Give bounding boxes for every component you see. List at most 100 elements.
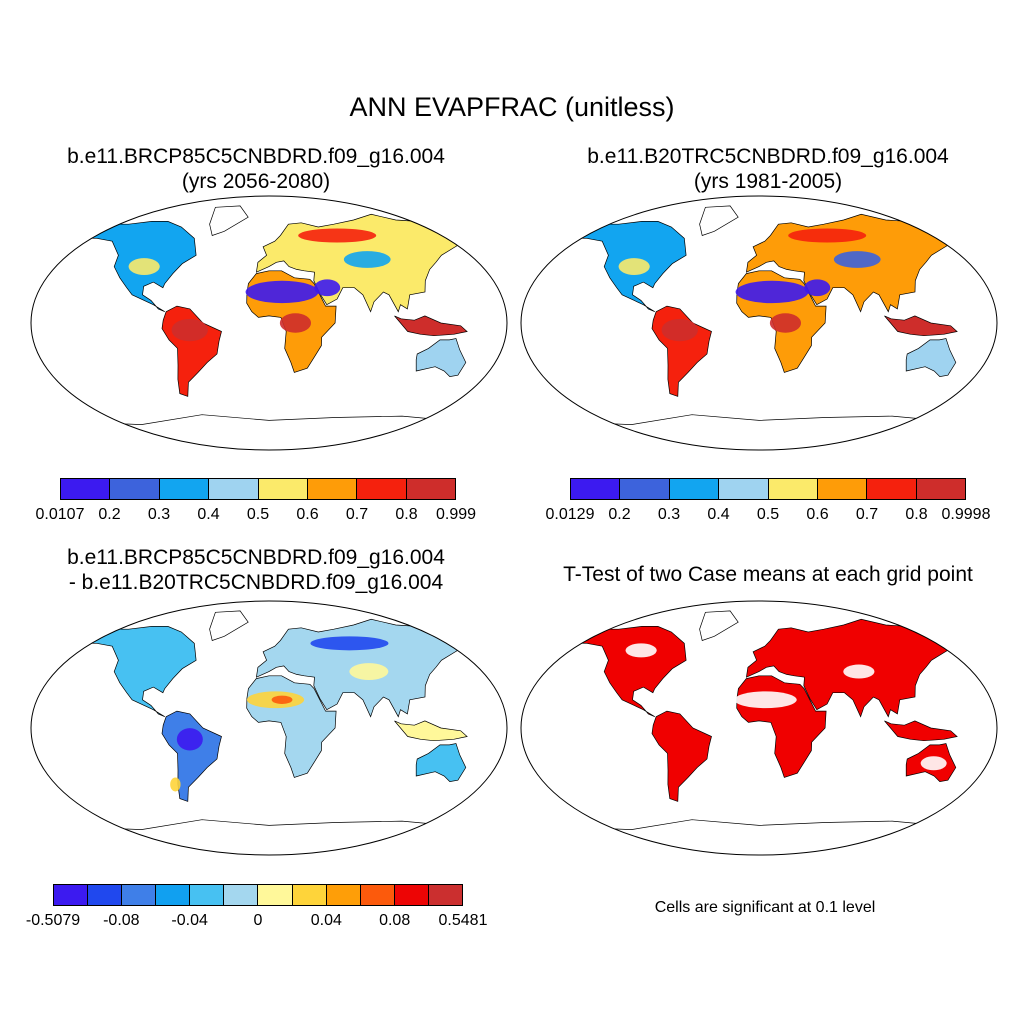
value-region	[343, 251, 391, 268]
cb3-swatch-8	[326, 885, 361, 905]
value-region	[271, 695, 293, 704]
value-region	[176, 728, 203, 751]
cb2-swatch-2	[669, 479, 720, 499]
cb3-swatch-11	[428, 885, 462, 905]
continent-namerica	[568, 626, 687, 718]
colorbar-difference	[53, 884, 463, 906]
cb2-tick-label: 0.9998	[941, 506, 991, 523]
cb1-swatch-5	[307, 479, 358, 499]
continent-greenland	[699, 610, 739, 641]
cb3-swatch-3	[156, 885, 191, 905]
cb1-tick-label: 0.7	[345, 506, 369, 523]
map-border	[520, 195, 998, 451]
continent-greenland	[699, 205, 739, 236]
cb1-swatch-4	[258, 479, 308, 499]
value-region	[735, 280, 809, 304]
cb3-swatch-7	[292, 885, 327, 905]
continent-samerica	[161, 710, 222, 802]
continent-namerica	[78, 626, 197, 718]
continent-australia	[415, 338, 467, 377]
cb3-swatch-5	[224, 885, 259, 905]
continent-greenland	[209, 205, 249, 236]
value-region	[920, 756, 947, 771]
cb1-tick-label: 0.8	[395, 506, 418, 523]
cb2-tick-label: 0.2	[608, 506, 631, 523]
panel2-title: b.e11.B20TRC5CNBDRD.f09_g16.004 (yrs 198…	[512, 144, 1024, 194]
cb2-tick-label: 0.5	[756, 506, 780, 523]
value-region	[769, 313, 802, 333]
cb3-swatch-6	[258, 885, 293, 905]
main-title: ANN EVAPFRAC (unitless)	[349, 92, 675, 122]
value-region	[788, 228, 867, 243]
cb1-swatch-3	[209, 479, 259, 499]
value-region	[310, 636, 389, 651]
cb3-swatch-10	[394, 885, 429, 905]
cb3-tick-label: 0.08	[379, 912, 411, 929]
cb3-tick-label: -0.04	[171, 912, 208, 929]
value-region	[314, 279, 341, 297]
value-region	[128, 258, 160, 275]
cb1-swatch-1	[110, 479, 160, 499]
value-region	[298, 228, 377, 243]
value-region	[843, 664, 875, 679]
continent-indonesia	[884, 720, 958, 742]
cb2-swatch-6	[867, 479, 917, 499]
map-border	[30, 600, 508, 856]
cb3-tick-label: -0.08	[103, 912, 140, 929]
cb3-swatch-9	[360, 885, 395, 905]
cb3-tick-label: 0	[253, 912, 263, 929]
map-difference	[30, 600, 508, 856]
cb3-swatch-2	[122, 885, 157, 905]
cb2-tick-label: 0.7	[855, 506, 879, 523]
colorbar-historical	[570, 478, 966, 500]
cb1-tick-label: 0.2	[98, 506, 121, 523]
significance-note: Cells are significant at 0.1 level	[654, 899, 876, 916]
map-border	[520, 600, 998, 856]
cb1-tick-label: 0.6	[296, 506, 319, 523]
panel1-title-line1: b.e11.BRCP85C5CNBDRD.f09_g16.004	[67, 145, 445, 168]
map-future	[30, 195, 508, 451]
cb3-tick-label: -0.5079	[25, 912, 81, 929]
panel1-title: b.e11.BRCP85C5CNBDRD.f09_g16.004 (yrs 20…	[0, 144, 512, 194]
panel3-title-line2: - b.e11.B20TRC5CNBDRD.f09_g16.004	[68, 571, 444, 594]
cb2-swatch-0	[571, 479, 621, 499]
continent-indonesia	[394, 315, 468, 337]
value-region	[661, 318, 698, 342]
cb2-tick-label: 0.6	[806, 506, 829, 523]
value-region	[171, 318, 208, 342]
continent-australia	[415, 743, 467, 782]
value-region	[349, 663, 389, 680]
cb2-tick-label: 0.3	[657, 506, 681, 523]
cb2-tick-label: 0.4	[707, 506, 730, 523]
cb2-swatch-4	[768, 479, 818, 499]
cb1-swatch-7	[406, 479, 455, 499]
value-region	[170, 777, 181, 792]
value-region	[625, 643, 657, 658]
value-region	[833, 251, 881, 268]
value-region	[804, 279, 831, 297]
cb1-tick-label: 0.4	[197, 506, 220, 523]
value-region	[245, 280, 319, 304]
colorbar-future	[60, 478, 456, 500]
continent-australia	[905, 338, 957, 377]
cb2-swatch-5	[817, 479, 868, 499]
panel3-title-line1: b.e11.BRCP85C5CNBDRD.f09_g16.004	[67, 546, 445, 569]
panel1-title-line2: (yrs 2056-2080)	[181, 170, 331, 193]
map-historical	[520, 195, 998, 451]
cb1-tick-label: 0.999	[435, 506, 477, 523]
cb3-tick-label: 0.04	[310, 912, 342, 929]
cb2-swatch-7	[916, 479, 965, 499]
cb3-swatch-4	[190, 885, 225, 905]
panel3-title: b.e11.BRCP85C5CNBDRD.f09_g16.004 - b.e11…	[0, 545, 512, 595]
cb2-tick-label: 0.8	[905, 506, 928, 523]
value-region	[618, 258, 650, 275]
continent-samerica	[651, 710, 712, 802]
cb2-swatch-3	[719, 479, 769, 499]
cb1-swatch-0	[61, 479, 111, 499]
cb2-tick-label: 0.0129	[545, 506, 595, 523]
panel2-title-line1: b.e11.B20TRC5CNBDRD.f09_g16.004	[587, 145, 949, 168]
continent-greenland	[209, 610, 249, 641]
map-ttest	[520, 600, 998, 856]
value-region	[734, 691, 797, 709]
cb1-tick-label: 0.5	[246, 506, 270, 523]
